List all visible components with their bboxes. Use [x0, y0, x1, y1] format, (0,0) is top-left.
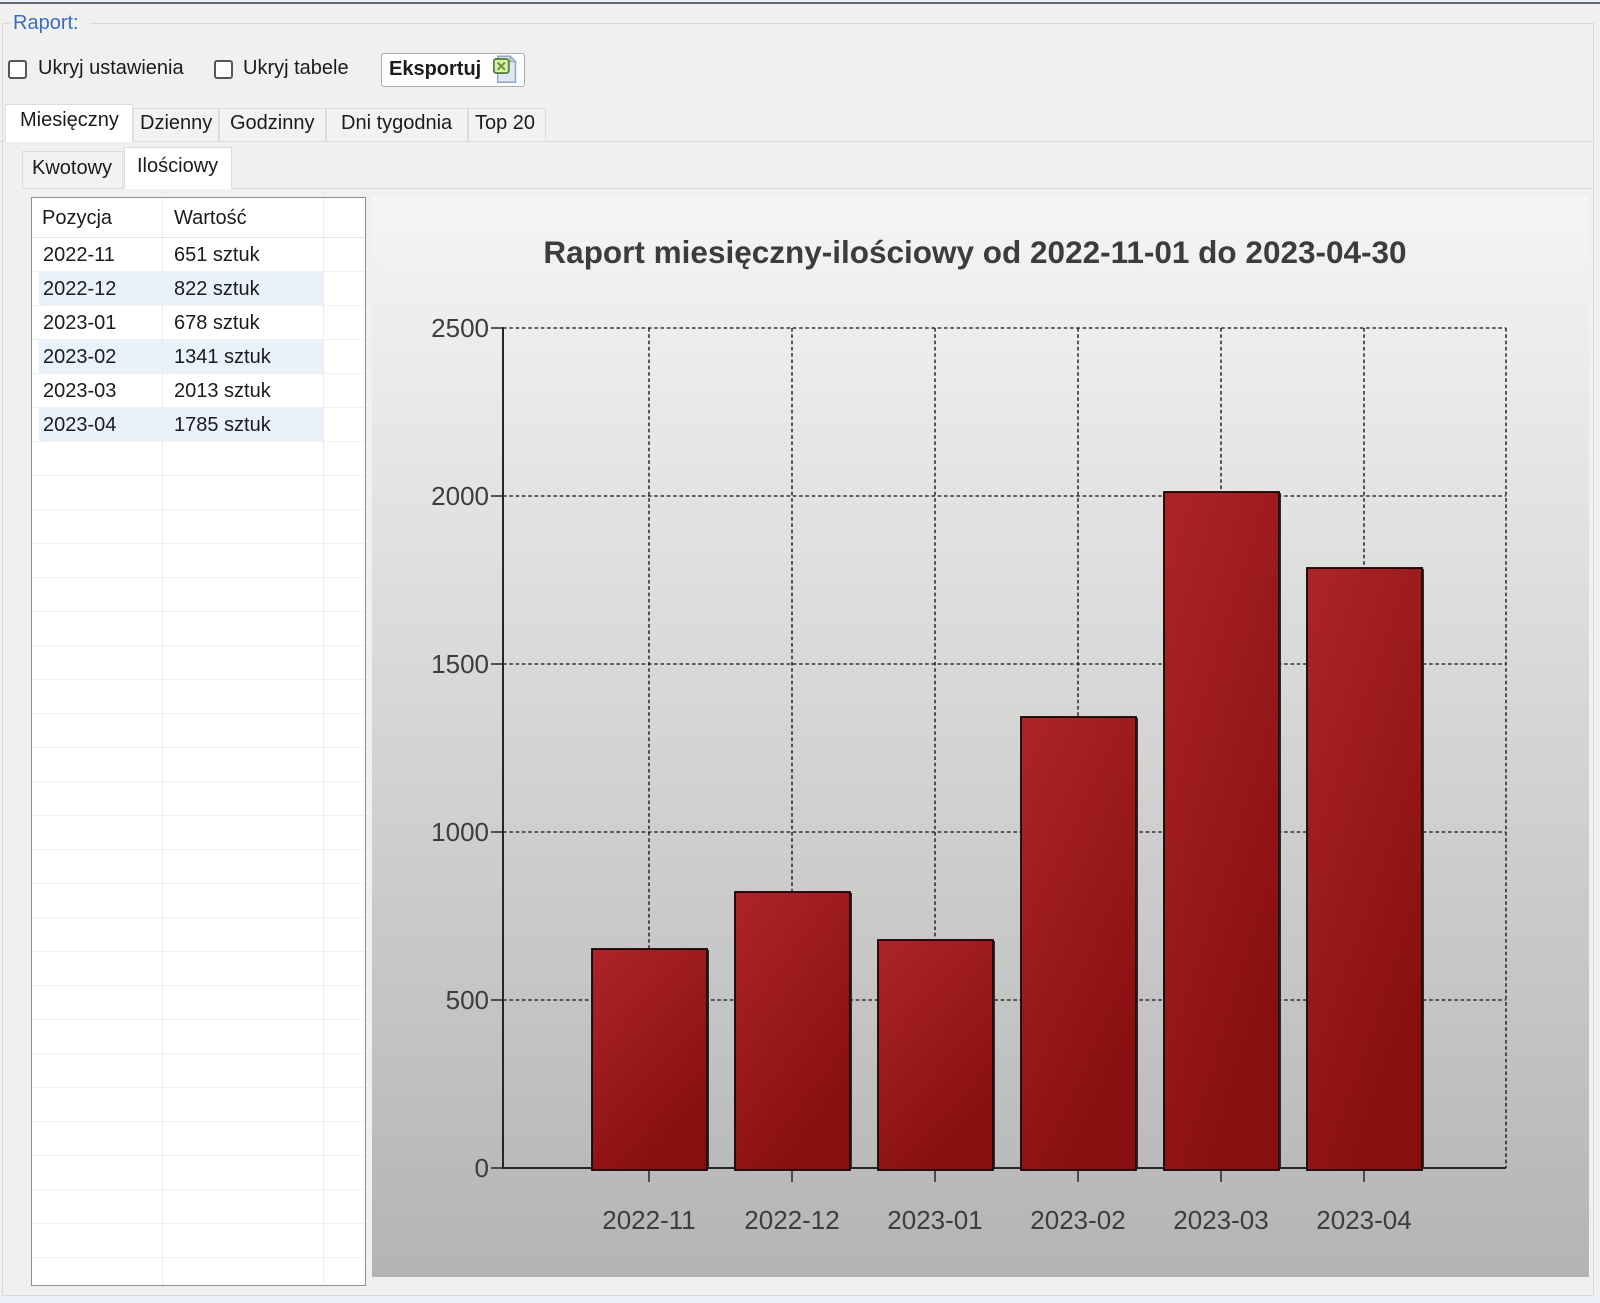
- svg-text:500: 500: [446, 985, 489, 1015]
- svg-text:2023-03: 2023-03: [1173, 1205, 1268, 1235]
- svg-text:2023-01: 2023-01: [887, 1205, 982, 1235]
- svg-text:Raport miesięczny-ilościowy od: Raport miesięczny-ilościowy od 2022-11-0…: [543, 234, 1406, 270]
- svg-text:2022-12: 2022-12: [744, 1205, 839, 1235]
- svg-text:1000: 1000: [431, 817, 489, 847]
- svg-text:2000: 2000: [431, 481, 489, 511]
- svg-text:2023-04: 2023-04: [1316, 1205, 1411, 1235]
- svg-text:0: 0: [475, 1153, 489, 1183]
- svg-text:2023-02: 2023-02: [1030, 1205, 1125, 1235]
- svg-text:1500: 1500: [431, 649, 489, 679]
- svg-text:2022-11: 2022-11: [602, 1205, 696, 1235]
- svg-text:2500: 2500: [431, 313, 489, 343]
